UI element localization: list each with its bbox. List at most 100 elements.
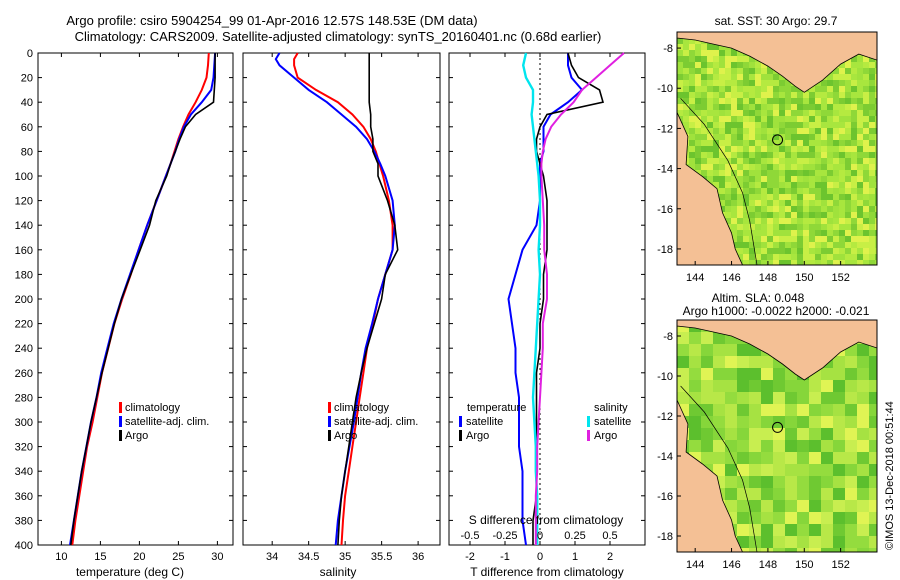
field-cell [809, 548, 821, 552]
field-cell [695, 68, 701, 74]
field-cell [737, 68, 743, 74]
field-cell [797, 524, 809, 536]
field-cell [683, 116, 689, 122]
field-cell [797, 512, 809, 524]
field-cell [725, 92, 731, 98]
field-cell [683, 80, 689, 86]
field-cell [767, 152, 773, 158]
field-cell [767, 86, 773, 92]
depth-tick-label: 140 [15, 220, 33, 232]
field-cell [749, 236, 755, 242]
field-cell [689, 404, 701, 416]
field-cell [701, 392, 713, 404]
y-tick-label: -14 [657, 451, 673, 463]
field-cell [737, 104, 743, 110]
field-cell [821, 200, 827, 206]
field-cell [797, 254, 803, 260]
field-cell [701, 44, 707, 50]
field-cell [749, 56, 755, 62]
temperature-xlabel: temperature (deg C) [76, 565, 184, 579]
field-cell [773, 404, 785, 416]
field-cell [863, 80, 869, 86]
field-cell [779, 218, 785, 224]
field-cell [761, 98, 767, 104]
field-cell [803, 176, 809, 182]
field-cell [737, 50, 743, 56]
field-cell [761, 416, 773, 428]
field-cell [827, 80, 833, 86]
field-cell [743, 74, 749, 80]
field-cell [737, 170, 743, 176]
field-cell [767, 98, 773, 104]
field-cell [755, 170, 761, 176]
field-cell [875, 122, 877, 128]
field-cell [839, 206, 845, 212]
field-cell [821, 380, 833, 392]
field-cell [725, 500, 737, 512]
field-cell [851, 218, 857, 224]
field-cell [785, 194, 791, 200]
field-cell [731, 68, 737, 74]
field-cell [755, 128, 761, 134]
field-cell [689, 152, 695, 158]
field-cell [833, 236, 839, 242]
field-cell [731, 218, 737, 224]
field-cell [845, 98, 851, 104]
legend-swatch-t-satellite [459, 416, 462, 427]
field-cell [791, 188, 797, 194]
field-cell [749, 164, 755, 170]
field-cell [869, 92, 875, 98]
depth-tick-label: 20 [21, 73, 33, 85]
field-cell [737, 248, 743, 254]
field-cell [737, 536, 749, 548]
field-cell [815, 140, 821, 146]
field-cell [725, 134, 731, 140]
field-cell [815, 224, 821, 230]
field-cell [743, 164, 749, 170]
field-cell [863, 218, 869, 224]
field-cell [833, 368, 845, 380]
field-cell [797, 476, 809, 488]
field-cell [833, 146, 839, 152]
field-cell [833, 242, 839, 248]
field-cell [791, 116, 797, 122]
field-cell [857, 380, 869, 392]
field-cell [875, 236, 877, 242]
field-cell [761, 260, 767, 265]
field-cell [815, 164, 821, 170]
field-cell [863, 248, 869, 254]
field-cell [773, 188, 779, 194]
field-cell [695, 74, 701, 80]
field-cell [809, 248, 815, 254]
field-cell [785, 230, 791, 236]
field-cell [737, 146, 743, 152]
field-cell [875, 140, 877, 146]
field-cell [839, 68, 845, 74]
field-cell [869, 212, 875, 218]
field-cell [683, 86, 689, 92]
field-cell [719, 104, 725, 110]
field-cell [797, 146, 803, 152]
field-cell [815, 158, 821, 164]
field-cell [797, 200, 803, 206]
field-cell [833, 182, 839, 188]
field-cell [827, 140, 833, 146]
legend-swatch-satellite [328, 416, 331, 427]
field-cell [779, 224, 785, 230]
field-cell [833, 188, 839, 194]
field-cell [815, 254, 821, 260]
field-cell [815, 230, 821, 236]
field-cell [701, 380, 713, 392]
field-cell [761, 80, 767, 86]
field-cell [791, 206, 797, 212]
field-cell [797, 536, 809, 548]
field-cell [833, 170, 839, 176]
field-cell [701, 68, 707, 74]
field-cell [773, 524, 785, 536]
field-cell [827, 194, 833, 200]
field-cell [791, 86, 797, 92]
field-cell [749, 116, 755, 122]
field-cell [851, 182, 857, 188]
field-cell [725, 50, 731, 56]
field-cell [875, 224, 877, 230]
